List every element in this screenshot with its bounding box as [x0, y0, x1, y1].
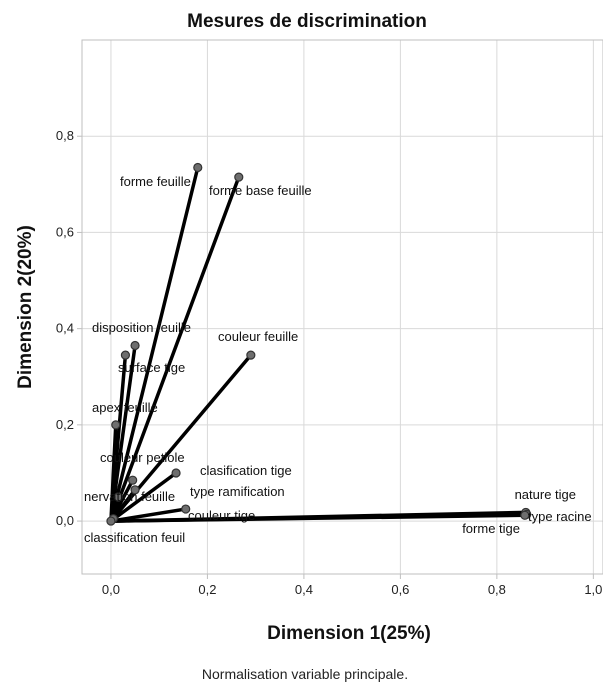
point-label: classification feuil: [84, 530, 185, 545]
x-tick-label: 1,0: [584, 582, 602, 597]
point-label: surface tige: [118, 360, 185, 375]
point-label: type ramification: [190, 484, 285, 499]
point-labels-layer: forme feuille forme base feuille couleur f…: [84, 174, 592, 545]
point-label: disposition feuille: [92, 320, 191, 335]
point-label: couleur tige: [188, 508, 255, 523]
point-label: nature tige: [515, 487, 576, 502]
data-point: [234, 172, 244, 182]
y-tick-label: 0,8: [56, 128, 74, 143]
y-axis-ticks: 0,0 0,2 0,4 0,6 0,8: [56, 128, 82, 528]
y-tick-label: 0,6: [56, 224, 74, 239]
data-point: [181, 504, 191, 514]
points-layer: [106, 162, 532, 526]
y-tick-label: 0,4: [56, 321, 74, 336]
plot-frame: [81, 39, 603, 575]
chart-title: Mesures de discrimination: [187, 11, 427, 32]
data-point: [130, 340, 140, 351]
point-label: forme tige: [462, 521, 520, 536]
vector-line: [109, 513, 527, 523]
x-tick-label: 0,6: [391, 582, 409, 597]
chart-footnote: Normalisation variable principale.: [202, 666, 408, 682]
data-point: [246, 350, 256, 360]
data-point: [113, 492, 123, 502]
vector-line: [109, 165, 200, 523]
x-tick-label: 0,4: [295, 582, 313, 597]
y-tick-label: 0,2: [56, 417, 74, 432]
vector-line: [109, 471, 178, 523]
point-label: clasification tige: [200, 463, 292, 478]
data-point: [130, 485, 140, 495]
x-tick-label: 0,0: [102, 582, 120, 597]
data-point: [193, 162, 203, 173]
vector-line: [109, 423, 118, 523]
data-point: [111, 420, 121, 430]
data-point: [520, 510, 530, 520]
point-label: nervation feuille: [84, 489, 175, 504]
x-axis-ticks: 0,0 0,2 0,4 0,6 0,8 1,0: [102, 574, 602, 597]
x-axis-title: Dimension 1(25%): [267, 623, 431, 644]
data-point: [128, 475, 138, 485]
point-label: couleur petiole: [100, 450, 185, 465]
origin-point: [106, 516, 116, 526]
x-tick-label: 0,8: [488, 582, 506, 597]
data-point: [120, 350, 131, 360]
data-point: [171, 468, 181, 478]
point-label: type racine: [528, 509, 592, 524]
vectors-layer: [109, 165, 529, 523]
point-label: forme base feuille: [209, 183, 312, 198]
point-label: couleur feuille: [218, 329, 298, 344]
point-label: apex feuille: [92, 400, 158, 415]
y-axis-title: Dimension 2(20%): [15, 225, 36, 389]
vector-line: [109, 175, 241, 523]
point-label: forme feuille: [120, 174, 191, 189]
y-tick-label: 0,0: [56, 513, 74, 528]
x-tick-label: 0,2: [198, 582, 216, 597]
